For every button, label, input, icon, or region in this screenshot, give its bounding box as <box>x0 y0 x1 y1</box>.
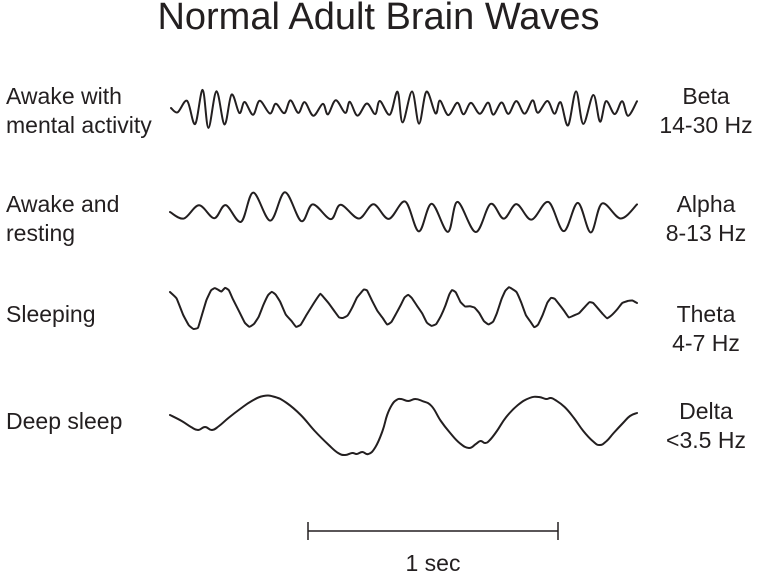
svg-text:1 sec: 1 sec <box>406 550 461 572</box>
